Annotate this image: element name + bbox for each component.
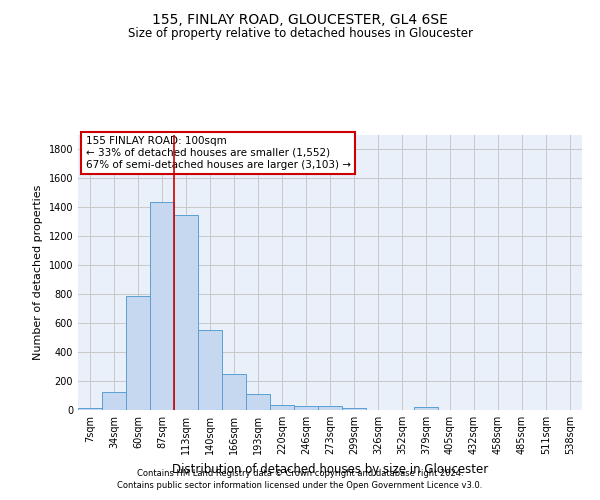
- Text: 155 FINLAY ROAD: 100sqm
← 33% of detached houses are smaller (1,552)
67% of semi: 155 FINLAY ROAD: 100sqm ← 33% of detache…: [86, 136, 350, 170]
- Text: Contains HM Land Registry data © Crown copyright and database right 2024.: Contains HM Land Registry data © Crown c…: [137, 468, 463, 477]
- Y-axis label: Number of detached properties: Number of detached properties: [33, 185, 43, 360]
- Bar: [294, 406, 318, 410]
- Bar: [198, 330, 222, 410]
- Text: 155, FINLAY ROAD, GLOUCESTER, GL4 6SE: 155, FINLAY ROAD, GLOUCESTER, GL4 6SE: [152, 12, 448, 26]
- Bar: [78, 408, 102, 410]
- Bar: [342, 408, 366, 410]
- Bar: [222, 374, 246, 410]
- Bar: [126, 296, 150, 410]
- X-axis label: Distribution of detached houses by size in Gloucester: Distribution of detached houses by size …: [172, 462, 488, 475]
- Bar: [318, 406, 342, 410]
- Bar: [270, 405, 294, 410]
- Bar: [102, 392, 126, 410]
- Bar: [246, 394, 270, 410]
- Bar: [150, 202, 174, 410]
- Text: Size of property relative to detached houses in Gloucester: Size of property relative to detached ho…: [128, 28, 473, 40]
- Text: Contains public sector information licensed under the Open Government Licence v3: Contains public sector information licen…: [118, 481, 482, 490]
- Bar: [414, 407, 438, 410]
- Bar: [174, 216, 198, 410]
